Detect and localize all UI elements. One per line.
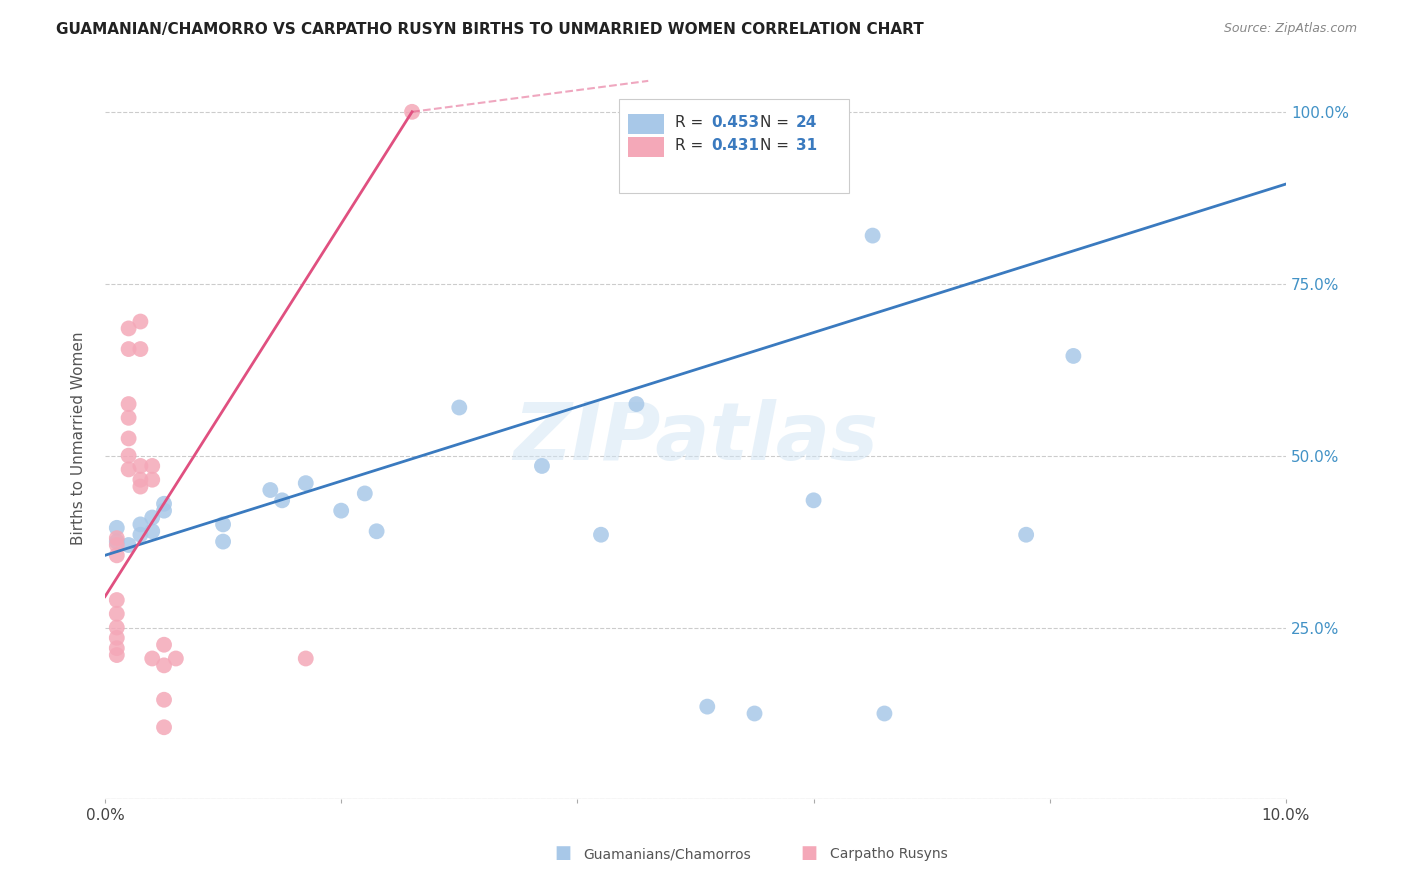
Text: 0.431: 0.431 — [711, 137, 759, 153]
Point — [129, 479, 152, 493]
Point — [1062, 349, 1084, 363]
Point — [117, 449, 139, 463]
Point — [873, 706, 896, 721]
Point — [744, 706, 766, 721]
Point — [129, 527, 152, 541]
Point — [449, 401, 471, 415]
Point — [105, 593, 128, 607]
Point — [141, 510, 163, 524]
Point — [117, 342, 139, 356]
Point — [153, 692, 176, 706]
Point — [105, 538, 128, 552]
Point — [141, 458, 163, 473]
Point — [105, 531, 128, 545]
Point — [105, 641, 128, 656]
Point — [105, 631, 128, 645]
Point — [141, 473, 163, 487]
Text: Carpatho Rusyns: Carpatho Rusyns — [830, 847, 948, 861]
Point — [696, 699, 718, 714]
Text: Source: ZipAtlas.com: Source: ZipAtlas.com — [1223, 22, 1357, 36]
Text: ■: ■ — [554, 844, 571, 862]
Point — [141, 524, 163, 539]
Point — [129, 314, 152, 328]
Point — [294, 476, 316, 491]
Point — [129, 517, 152, 532]
Point — [366, 524, 388, 539]
Text: GUAMANIAN/CHAMORRO VS CARPATHO RUSYN BIRTHS TO UNMARRIED WOMEN CORRELATION CHART: GUAMANIAN/CHAMORRO VS CARPATHO RUSYN BIR… — [56, 22, 924, 37]
Text: ZIPatlas: ZIPatlas — [513, 400, 877, 477]
Point — [117, 321, 139, 335]
Text: 24: 24 — [796, 115, 817, 129]
Point — [141, 651, 163, 665]
Point — [1015, 527, 1038, 541]
Point — [117, 410, 139, 425]
Point — [353, 486, 375, 500]
Point — [626, 397, 648, 411]
Point — [294, 651, 316, 665]
Text: Guamanians/Chamorros: Guamanians/Chamorros — [583, 847, 751, 861]
Point — [530, 458, 553, 473]
Bar — [628, 136, 664, 157]
Point — [153, 638, 176, 652]
Point — [105, 549, 128, 563]
Point — [129, 342, 152, 356]
Bar — [628, 113, 664, 134]
Point — [330, 503, 353, 517]
Text: 0.453: 0.453 — [711, 115, 759, 129]
Point — [105, 534, 128, 549]
Y-axis label: Births to Unmarried Women: Births to Unmarried Women — [72, 332, 86, 545]
Point — [117, 462, 139, 476]
Point — [862, 228, 884, 243]
Point — [153, 503, 176, 517]
Point — [105, 648, 128, 662]
Point — [153, 497, 176, 511]
Text: 31: 31 — [796, 137, 817, 153]
Text: N =: N = — [761, 115, 794, 129]
Text: ■: ■ — [800, 844, 817, 862]
Point — [129, 473, 152, 487]
FancyBboxPatch shape — [619, 99, 849, 193]
Point — [129, 458, 152, 473]
Point — [117, 397, 139, 411]
Point — [212, 517, 235, 532]
Point — [259, 483, 281, 497]
Point — [153, 658, 176, 673]
Point — [105, 607, 128, 621]
Point — [105, 621, 128, 635]
Text: R =: R = — [675, 137, 709, 153]
Point — [401, 104, 423, 119]
Point — [153, 720, 176, 734]
Point — [117, 538, 139, 552]
Text: N =: N = — [761, 137, 794, 153]
Point — [803, 493, 825, 508]
Point — [105, 521, 128, 535]
Point — [271, 493, 294, 508]
Text: R =: R = — [675, 115, 709, 129]
Point — [212, 534, 235, 549]
Point — [117, 432, 139, 446]
Point — [589, 527, 612, 541]
Point — [707, 122, 730, 136]
Point — [165, 651, 187, 665]
